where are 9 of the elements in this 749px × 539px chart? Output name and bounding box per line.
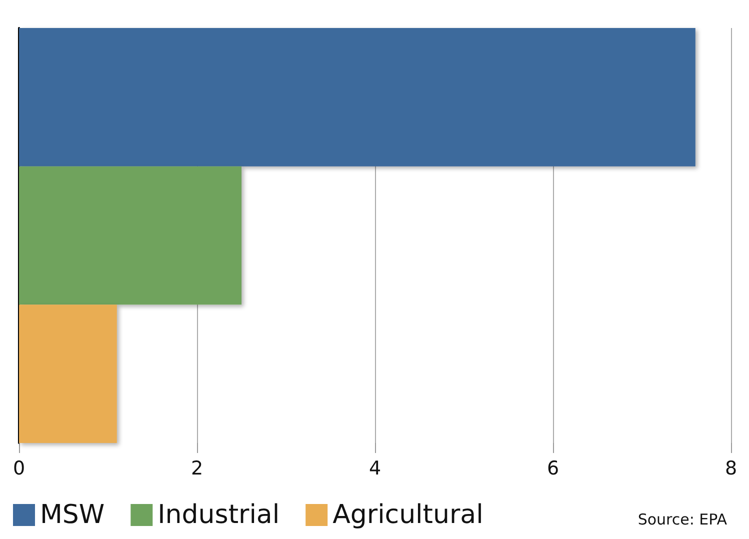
x-tick-label: 6 (546, 458, 560, 480)
x-tick-label: 8 (724, 458, 738, 480)
source-note: Source: EPA (638, 510, 728, 528)
x-tick-label: 0 (12, 458, 26, 480)
legend-label: MSW (40, 500, 105, 530)
legend-label: Industrial (158, 500, 280, 530)
x-tick-label: 4 (368, 458, 382, 480)
x-tick-label: 2 (190, 458, 204, 480)
legend-label: Agricultural (332, 500, 484, 530)
